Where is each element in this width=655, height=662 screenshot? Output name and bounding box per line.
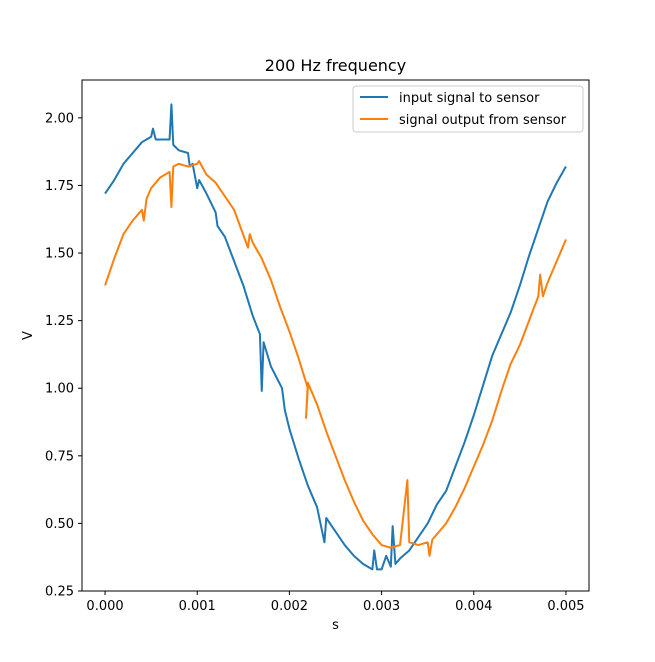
y-tick-label: 1.25 <box>45 314 74 329</box>
x-tick-label: 0.002 <box>271 599 308 614</box>
legend: input signal to sensor signal output fro… <box>352 85 584 133</box>
y-tick-label: 0.25 <box>45 585 74 600</box>
legend-box <box>352 85 584 133</box>
y-tick-label: 2.00 <box>45 111 74 126</box>
x-tick-label: 0.005 <box>547 599 584 614</box>
y-tick-label: 1.50 <box>45 247 74 262</box>
y-tick-label: 0.75 <box>45 449 74 464</box>
series-line-input <box>104 103 567 571</box>
y-axis-label: V <box>21 331 36 340</box>
x-tick-label: 0.004 <box>455 599 492 614</box>
legend-label-input: input signal to sensor <box>399 91 540 106</box>
axis-ticks: 0.000 0.001 0.002 0.003 0.004 0.005 0.25 0.50 0.… <box>45 111 585 614</box>
y-tick-label: 1.75 <box>45 179 74 194</box>
legend-label-output: signal output from sensor <box>399 113 567 128</box>
x-tick-label: 0.001 <box>179 599 216 614</box>
series-line-output <box>104 160 567 557</box>
x-tick-label: 0.000 <box>86 599 123 614</box>
y-tick-label: 1.00 <box>45 382 74 397</box>
y-tick-label: 0.50 <box>45 517 74 532</box>
x-tick-label: 0.003 <box>363 599 400 614</box>
x-axis-label: s <box>332 618 339 633</box>
axes-frame <box>81 79 590 592</box>
plot-area <box>104 103 567 571</box>
chart-title: 200 Hz frequency <box>265 56 406 75</box>
